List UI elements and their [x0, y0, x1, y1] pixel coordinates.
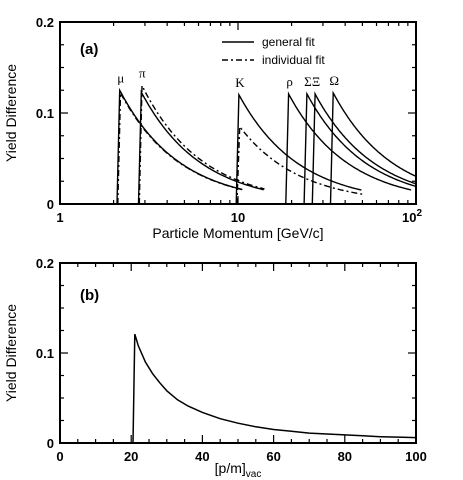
legend-label-individual: individual fit — [262, 53, 325, 67]
particle-label-6: Ω — [329, 73, 339, 88]
legend-label-general: general fit — [262, 35, 315, 49]
x-tick-label-b: 80 — [338, 449, 352, 464]
x-tick-label-a: 1 — [56, 210, 63, 225]
curve-individual-2 — [236, 124, 363, 204]
particle-label-5: Ξ — [312, 74, 320, 89]
x-axis-label-b: [p/m]vac — [215, 460, 262, 480]
curve-general-1 — [137, 89, 264, 204]
curves-a — [116, 83, 416, 204]
x-axis-label-a: Particle Momentum [GeV/c] — [152, 225, 323, 241]
y-tick-label-b: 0.1 — [36, 346, 54, 361]
panel-label-b: (b) — [80, 287, 99, 304]
curve-general-5 — [311, 91, 416, 204]
y-tick-label-a: 0.2 — [36, 15, 54, 30]
particle-label-0: μ — [117, 70, 124, 85]
panel-a: 1 10 102 0 0.1 0.2 Particle Momentum [GeV/c] Yi… — [3, 15, 422, 241]
plot-frame-b — [59, 262, 417, 444]
y-tick-label-a: 0.1 — [36, 106, 54, 121]
particle-label-3: ρ — [286, 74, 293, 89]
panel-b: 0 20 40 60 80 100 0 0.1 0.2 [p/m]vac Yield Differe… — [3, 256, 427, 480]
curve-general-4 — [303, 91, 416, 204]
y-tick-label-b: 0 — [47, 436, 54, 451]
curve-general-0 — [116, 87, 243, 204]
y-tick-label-a: 0 — [47, 197, 54, 212]
y-axis-label-b: Yield Difference — [3, 304, 19, 402]
panel-label-a: (a) — [80, 41, 98, 58]
x-tick-label-b: 60 — [266, 449, 280, 464]
particle-label-1: π — [139, 66, 146, 81]
x-tick-label-b: 100 — [405, 449, 427, 464]
particle-label-4: Σ — [304, 74, 312, 89]
curve-general-3 — [285, 91, 412, 204]
curve-b — [132, 333, 417, 444]
x-tick-label-a: 10 — [231, 210, 245, 225]
x-tick-label-b: 0 — [56, 449, 63, 464]
y-axis-label-a: Yield Difference — [3, 64, 19, 162]
x-tick-label-b: 20 — [124, 449, 138, 464]
curve-general-6 — [329, 90, 416, 204]
y-tick-label-b: 0.2 — [36, 256, 54, 271]
curve-individual-1 — [138, 83, 265, 204]
x-tick-label-a: 102 — [402, 208, 422, 225]
particle-label-2: K — [235, 75, 245, 90]
curve-individual-0 — [117, 90, 244, 204]
x-tick-label-b: 40 — [195, 449, 209, 464]
curve-general-2 — [235, 92, 362, 204]
